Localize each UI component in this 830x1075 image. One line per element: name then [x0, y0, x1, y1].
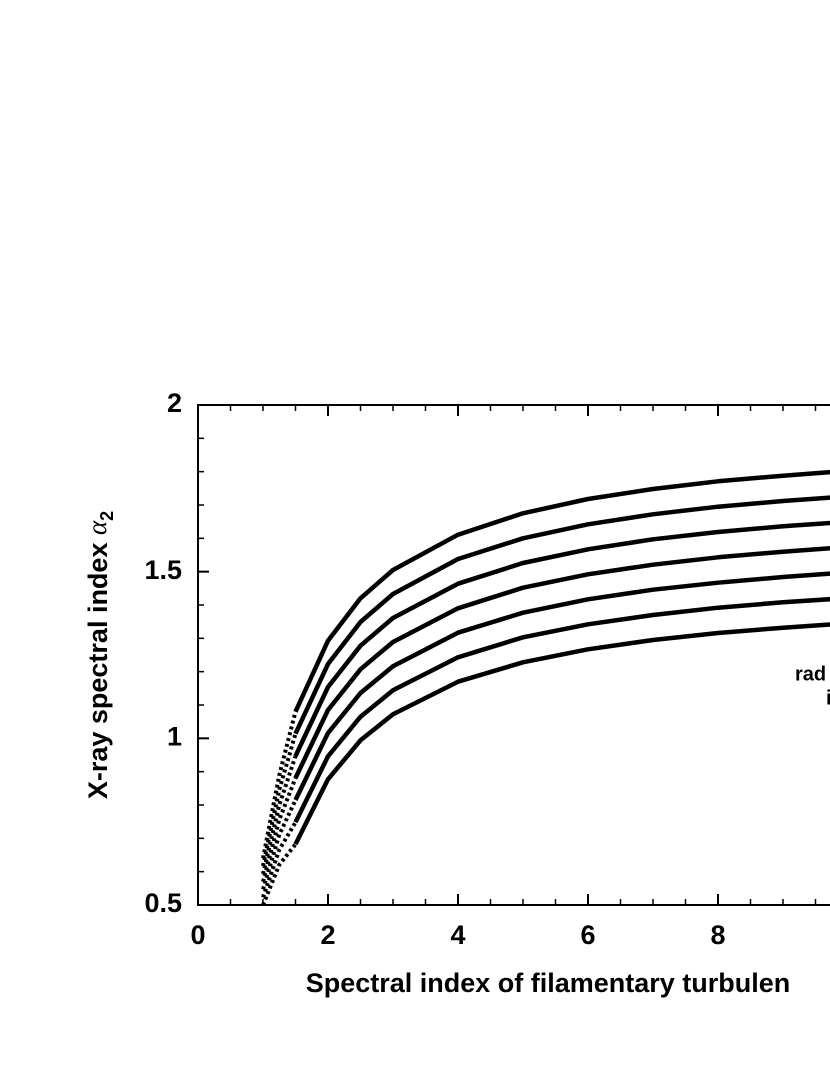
x-tick-label: 4	[450, 920, 465, 950]
x-tick-label: 0	[190, 920, 205, 950]
curve	[293, 622, 830, 846]
y-axis-label-symbol: α	[82, 520, 112, 535]
curve	[293, 546, 830, 779]
y-tick-label: 1	[167, 721, 182, 751]
curve-dotted	[261, 799, 298, 890]
y-axis-label-text: X-ray spectral index	[83, 535, 113, 799]
y-tick-label: 0.5	[144, 888, 182, 918]
curve-dotted	[261, 733, 298, 867]
curve-dotted	[261, 821, 298, 898]
curve	[293, 495, 830, 735]
y-axis-label: X-ray spectral index α2	[82, 511, 117, 799]
curve	[293, 469, 830, 713]
y-tick-label: 1.5	[144, 555, 182, 585]
y-axis-label-subscript: 2	[97, 511, 117, 521]
x-axis-label: Spectral index of filamentary turbulen	[306, 968, 791, 998]
curve-dotted	[261, 843, 298, 906]
curve	[293, 571, 830, 801]
annotation: i	[826, 687, 830, 709]
x-tick-label: 6	[580, 920, 595, 950]
x-tick-label: 2	[320, 920, 335, 950]
annotation: rad	[795, 663, 826, 685]
x-tick-label: 8	[710, 920, 725, 950]
curve	[293, 520, 830, 757]
curve-dotted	[261, 711, 298, 859]
curve	[293, 596, 830, 824]
y-tick-label: 2	[167, 388, 182, 418]
